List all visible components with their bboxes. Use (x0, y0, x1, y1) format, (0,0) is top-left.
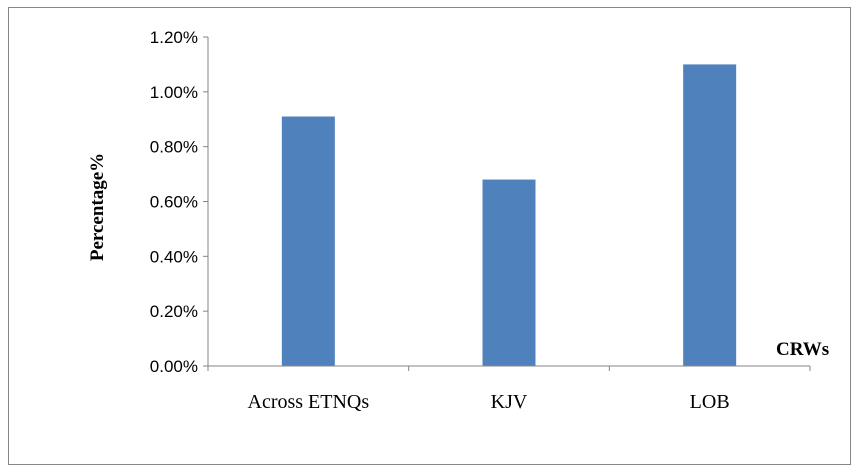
bar (281, 116, 335, 366)
bar (683, 64, 737, 367)
x-axis-label: CRWs (776, 339, 829, 360)
y-tick-labels: 0.00% 0.20% 0.40% 0.60% 0.80% 1.00% 1.20% (150, 28, 198, 376)
y-tick-label: 0.20% (150, 302, 198, 321)
y-tick-label: 1.00% (150, 83, 198, 102)
y-tick-label: 1.20% (150, 28, 198, 47)
y-tick-label: 0.60% (150, 193, 198, 212)
y-axis-label: Percentage% (87, 153, 108, 261)
y-tick-label: 0.40% (150, 247, 198, 266)
category-label: Across ETNQs (248, 391, 370, 413)
category-labels: Across ETNQs KJV LOB (248, 391, 730, 413)
y-tick-label: 0.80% (150, 138, 198, 157)
bars (281, 64, 737, 367)
axes (203, 36, 811, 371)
y-tick-label: 0.00% (150, 357, 198, 376)
category-label: KJV (491, 391, 528, 413)
category-label: LOB (690, 391, 730, 413)
bar (482, 179, 536, 366)
